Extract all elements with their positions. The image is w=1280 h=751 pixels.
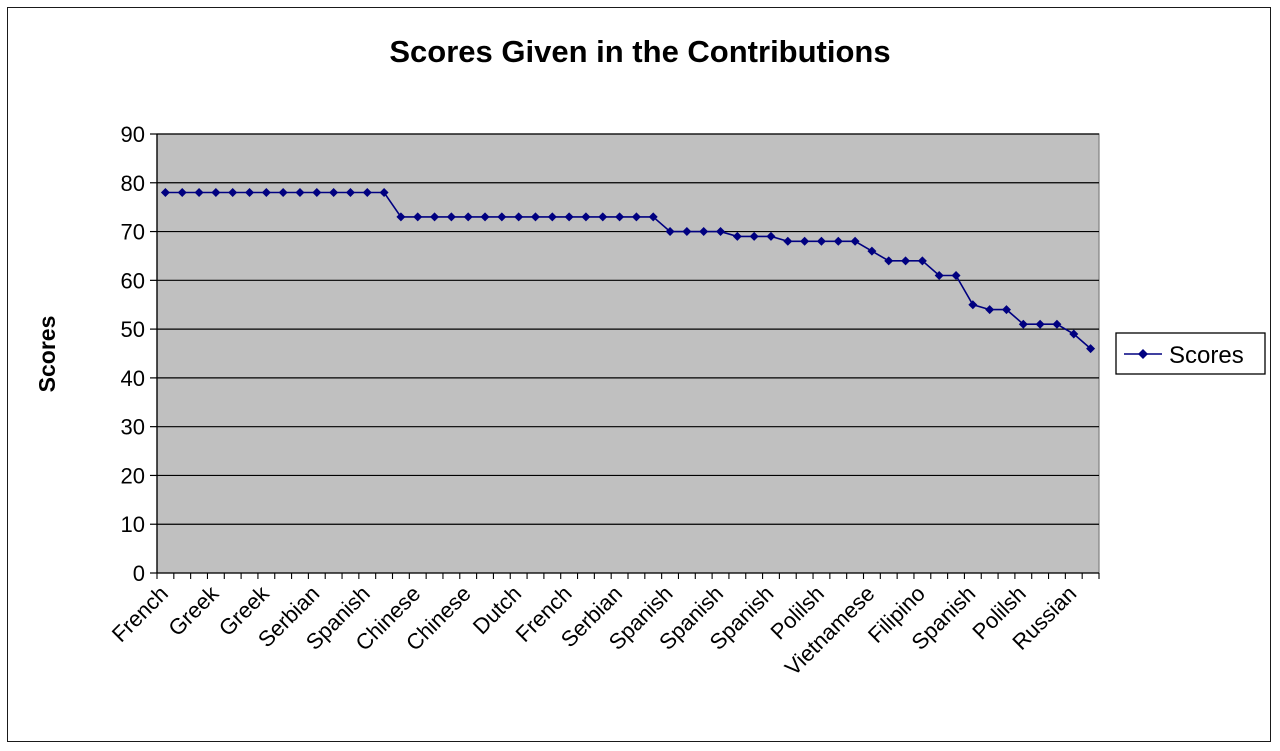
data-point: [682, 227, 692, 237]
y-tick-label: 30: [121, 415, 145, 440]
data-point: [160, 188, 170, 198]
data-point: [463, 212, 473, 222]
data-point: [1001, 305, 1011, 315]
data-point: [228, 188, 238, 198]
data-point: [665, 227, 675, 237]
plot-background: [156, 133, 1100, 574]
data-point: [497, 212, 507, 222]
data-point: [362, 188, 372, 198]
y-tick-label: 60: [121, 268, 145, 293]
data-point: [985, 305, 995, 315]
data-point: [396, 212, 406, 222]
data-point: [295, 188, 305, 198]
x-tick-label: Greek: [163, 580, 224, 641]
data-point: [245, 188, 255, 198]
data-point: [968, 300, 978, 310]
data-point: [1069, 329, 1079, 339]
data-point: [816, 236, 826, 246]
data-point: [850, 236, 860, 246]
data-point: [833, 236, 843, 246]
chart-title: Scores Given in the Contributions: [389, 34, 890, 69]
data-point: [648, 212, 658, 222]
y-tick-label: 0: [133, 561, 145, 586]
legend-label: Scores: [1169, 342, 1244, 369]
data-point: [564, 212, 574, 222]
data-point: [329, 188, 339, 198]
data-point: [934, 270, 944, 280]
data-point: [379, 188, 389, 198]
data-point: [598, 212, 608, 222]
data-point: [446, 212, 456, 222]
data-point: [699, 227, 709, 237]
y-tick-label: 90: [121, 122, 145, 147]
data-point: [1052, 319, 1062, 329]
x-tick-label: French: [107, 581, 173, 647]
y-tick-label: 20: [121, 463, 145, 488]
data-point: [530, 212, 540, 222]
data-point: [615, 212, 625, 222]
legend-marker: [1138, 349, 1148, 359]
y-tick-label: 70: [121, 220, 145, 245]
data-point: [749, 231, 759, 241]
data-point: [631, 212, 641, 222]
plot-area: 0102030405060708090FrenchGreekGreekSerbi…: [107, 122, 1100, 680]
data-point: [884, 256, 894, 266]
y-axis-label: Scores: [34, 316, 60, 393]
data-point: [312, 188, 322, 198]
data-point: [867, 246, 877, 256]
data-point: [783, 236, 793, 246]
data-point: [345, 188, 355, 198]
y-tick-label: 80: [121, 171, 145, 196]
legend: Scores: [1115, 332, 1266, 375]
y-tick-label: 40: [121, 366, 145, 391]
data-point: [480, 212, 490, 222]
data-point: [177, 188, 187, 198]
data-point: [581, 212, 591, 222]
data-point: [1035, 319, 1045, 329]
data-point: [430, 212, 440, 222]
data-point: [901, 256, 911, 266]
data-point: [547, 212, 557, 222]
y-tick-label: 10: [121, 512, 145, 537]
data-point: [1086, 344, 1096, 354]
data-point: [261, 188, 271, 198]
data-point: [951, 270, 961, 280]
data-point: [1018, 319, 1028, 329]
data-point: [278, 188, 288, 198]
data-point: [917, 256, 927, 266]
data-point: [514, 212, 524, 222]
data-point: [413, 212, 423, 222]
data-point: [766, 231, 776, 241]
y-tick-label: 50: [121, 317, 145, 342]
data-point: [732, 231, 742, 241]
data-point: [800, 236, 810, 246]
data-point: [194, 188, 204, 198]
data-point: [716, 227, 726, 237]
data-point: [211, 188, 221, 198]
